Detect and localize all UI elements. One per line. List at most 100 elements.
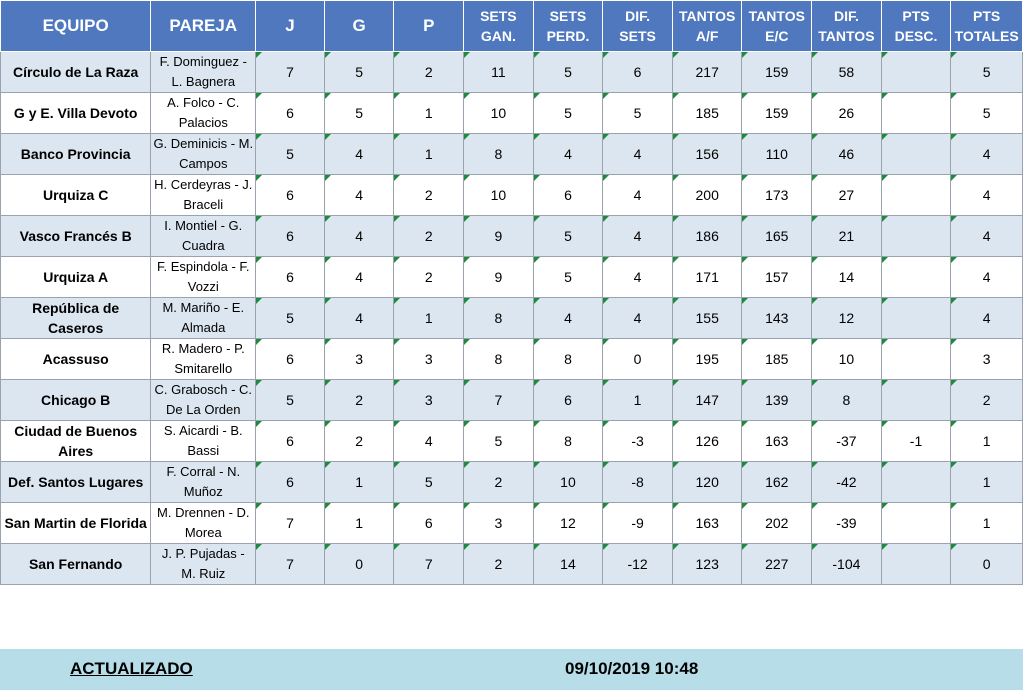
cell-pts-totales: 2 (950, 379, 1023, 421)
cell-p: 6 (393, 502, 465, 544)
cell-dif-tantos: 21 (811, 215, 882, 257)
cell-dif-sets: -9 (602, 502, 673, 544)
updated-date: 09/10/2019 10:48 (565, 659, 699, 678)
cell-pts-desc (880, 502, 952, 544)
cell-j: 5 (255, 297, 325, 339)
cell-equipo: G y E. Villa Devoto (0, 92, 152, 134)
cell-sets-perd: 5 (532, 215, 604, 257)
table-row: República de Caseros M. Mariño - E. Almad… (0, 297, 1023, 339)
header-row: EQUIPO PAREJA J G P SETS GAN. SETS PERD. D… (0, 0, 1023, 52)
cell-tantos-af: 126 (671, 420, 743, 462)
table-body: Círculo de La Raza F. Dominguez - L. Bagn… (0, 51, 1023, 585)
cell-pareja: G. Deminicis - M. Campos (150, 133, 257, 175)
cell-sets-perd: 5 (532, 256, 604, 298)
cell-pareja: M. Drennen - D. Morea (150, 502, 257, 544)
table-row: Vasco Francés B I. Montiel - G. Cuadra 6 4 2… (0, 215, 1023, 257)
cell-g: 3 (323, 338, 395, 380)
cell-p: 3 (393, 379, 465, 421)
cell-pts-desc (880, 297, 952, 339)
cell-j: 6 (255, 420, 325, 462)
cell-p: 2 (393, 51, 465, 93)
cell-p: 1 (393, 92, 465, 134)
cell-equipo: San Fernando (0, 543, 152, 585)
cell-dif-tantos: -39 (811, 502, 882, 544)
cell-pareja: S. Aicardi - B. Bassi (150, 420, 257, 462)
table-row: G y E. Villa Devoto A. Folco - C. Palacio… (0, 92, 1023, 134)
cell-tantos-af: 147 (671, 379, 743, 421)
cell-tantos-af: 120 (671, 461, 743, 503)
table-row: Acassuso R. Madero - P. Smitarello 6 3 3 8 8 0 1… (0, 338, 1023, 380)
cell-pareja: J. P. Pujadas - M. Ruiz (150, 543, 257, 585)
cell-pts-totales: 4 (950, 133, 1023, 175)
cell-pts-desc (880, 215, 952, 257)
cell-dif-tantos: 26 (811, 92, 882, 134)
cell-p: 5 (393, 461, 465, 503)
cell-dif-tantos: -104 (811, 543, 882, 585)
cell-dif-tantos: 58 (811, 51, 882, 93)
cell-j: 5 (255, 133, 325, 175)
cell-equipo: Círculo de La Raza (0, 51, 152, 93)
cell-pts-desc (880, 51, 952, 93)
cell-dif-tantos: 46 (811, 133, 882, 175)
cell-pareja: H. Cerdeyras - J. Braceli (150, 174, 257, 216)
cell-equipo: Ciudad de Buenos Aires (0, 420, 152, 462)
cell-pts-totales: 4 (950, 256, 1023, 298)
header-tantos-ec: TANTOS E/C (741, 0, 813, 52)
updated-label: ACTUALIZADO (70, 659, 193, 678)
cell-tantos-ec: 159 (741, 51, 813, 93)
cell-dif-tantos: -42 (811, 461, 882, 503)
cell-dif-tantos: -37 (811, 420, 882, 462)
cell-pts-totales: 1 (950, 420, 1023, 462)
cell-sets-gan: 11 (463, 51, 534, 93)
table-row: Ciudad de Buenos Aires S. Aicardi - B. Ba… (0, 420, 1023, 462)
cell-sets-gan: 9 (463, 256, 534, 298)
cell-tantos-ec: 139 (741, 379, 813, 421)
cell-pts-totales: 4 (950, 297, 1023, 339)
cell-sets-perd: 14 (532, 543, 604, 585)
header-dif-sets: DIF. SETS (602, 0, 673, 52)
cell-g: 2 (323, 420, 395, 462)
cell-dif-sets: 1 (602, 379, 673, 421)
header-sets-perd: SETS PERD. (532, 0, 604, 52)
cell-p: 4 (393, 420, 465, 462)
cell-dif-sets: 5 (602, 92, 673, 134)
cell-sets-perd: 6 (532, 174, 604, 216)
table-row: Urquiza A F. Espindola - F. Vozzi 6 4 2 9 5 4 17… (0, 256, 1023, 298)
cell-p: 1 (393, 297, 465, 339)
cell-sets-gan: 7 (463, 379, 534, 421)
header-pts-totales: PTS TOTALES (950, 0, 1023, 52)
table-row: Chicago B C. Grabosch - C. De La Orden 5 2 3… (0, 379, 1023, 421)
footer-bar: ACTUALIZADO 09/10/2019 10:48 (0, 649, 1023, 690)
cell-j: 7 (255, 543, 325, 585)
cell-pareja: F. Corral - N. Muñoz (150, 461, 257, 503)
cell-pareja: F. Espindola - F. Vozzi (150, 256, 257, 298)
cell-dif-sets: -8 (602, 461, 673, 503)
cell-sets-gan: 2 (463, 543, 534, 585)
cell-g: 1 (323, 502, 395, 544)
cell-tantos-ec: 159 (741, 92, 813, 134)
cell-pts-totales: 5 (950, 92, 1023, 134)
cell-equipo: Acassuso (0, 338, 152, 380)
cell-sets-perd: 12 (532, 502, 604, 544)
cell-sets-gan: 8 (463, 133, 534, 175)
table-row: Urquiza C H. Cerdeyras - J. Braceli 6 4 2 10 6… (0, 174, 1023, 216)
cell-pareja: M. Mariño - E. Almada (150, 297, 257, 339)
cell-pts-desc (880, 92, 952, 134)
cell-tantos-af: 195 (671, 338, 743, 380)
cell-dif-sets: 4 (602, 256, 673, 298)
cell-equipo: Banco Provincia (0, 133, 152, 175)
cell-g: 4 (323, 133, 395, 175)
cell-dif-tantos: 8 (811, 379, 882, 421)
cell-sets-perd: 8 (532, 420, 604, 462)
cell-j: 6 (255, 461, 325, 503)
cell-g: 4 (323, 215, 395, 257)
cell-p: 7 (393, 543, 465, 585)
cell-tantos-af: 171 (671, 256, 743, 298)
cell-equipo: San Martin de Florida (0, 502, 152, 544)
cell-sets-gan: 8 (463, 338, 534, 380)
cell-pts-totales: 4 (950, 215, 1023, 257)
table-row: San Fernando J. P. Pujadas - M. Ruiz 7 0 7 2 1… (0, 543, 1023, 585)
cell-tantos-af: 186 (671, 215, 743, 257)
cell-equipo: República de Caseros (0, 297, 152, 339)
standings-table: EQUIPO PAREJA J G P SETS GAN. SETS PERD. D… (0, 0, 1023, 585)
